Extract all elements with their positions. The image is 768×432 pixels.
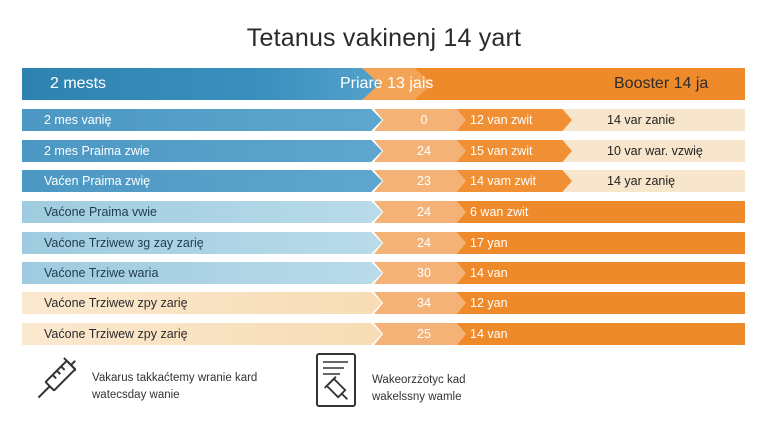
header-col2: Priare 13 jais	[340, 75, 434, 92]
table-row: Vaćone Trziwe waria 30 14 van	[22, 262, 745, 284]
row-left-band	[22, 232, 382, 254]
row-left-band	[22, 170, 382, 192]
document-syringe-icon	[316, 353, 356, 407]
footer-right	[314, 352, 360, 415]
row-number: 34	[417, 296, 431, 310]
row-number: 30	[417, 266, 431, 280]
row-mid-arrow	[374, 201, 466, 223]
row-right-arrow	[452, 109, 572, 131]
row-label: Vaćen Praima zwię	[44, 174, 151, 188]
row-mid-arrow	[374, 292, 466, 314]
row-right-arrow	[452, 292, 572, 314]
row-label: 2 mes vanię	[44, 113, 112, 127]
row-right-arrow	[452, 201, 572, 223]
footer-right-text: Wakeorzżotyc kad wakelssny wamle	[372, 372, 466, 406]
footer-right-line1: Wakeorzżotyc kad	[372, 374, 466, 386]
row-right-arrow	[452, 170, 572, 192]
row-left-band	[22, 292, 382, 314]
row-interval: 14 van	[470, 327, 508, 341]
row-number: 23	[417, 174, 431, 188]
page-title: Tetanus vakinenj 14 yart	[246, 24, 522, 52]
row-interval: 17 yan	[470, 236, 508, 250]
row-interval: 12 van zwit	[470, 113, 533, 127]
row-left-band	[22, 140, 382, 162]
table-row: Vaćen Praima zwię 23 14 vam zwit 14 yar zan…	[22, 170, 745, 192]
row-number: 24	[417, 236, 431, 250]
row-mid-arrow	[374, 232, 466, 254]
syringe-icon	[37, 357, 79, 399]
footer-left-text: Vakarus takkaćtemy wranie kard watecsday…	[92, 370, 257, 404]
table-row: 2 mes vanię 0 12 van zwit 14 var zanie	[22, 109, 745, 131]
row-right-arrow	[452, 262, 572, 284]
table-row: Vaćone Trziwew zpy zarię 34 12 yan	[22, 292, 745, 314]
table-row: Vaćone Trziwew zpy zarię 25 14 van	[22, 323, 745, 345]
row-booster: 14 var zanie	[607, 113, 676, 127]
row-label: Vaćone Praima vwie	[44, 205, 158, 219]
row-number: 24	[417, 144, 431, 158]
row-booster: 10 var war. vzwię	[607, 144, 703, 158]
header-col3: Booster 14 ja	[614, 75, 709, 92]
row-label: Vaćone Trziwe waria	[44, 266, 159, 280]
header-col1: 2 mests	[50, 75, 107, 92]
row-interval: 15 van zwit	[470, 144, 533, 158]
footer-left	[32, 352, 79, 417]
row-booster: 14 yar zanię	[607, 174, 676, 188]
row-left-band	[22, 109, 382, 131]
table-header: 2 mests Priare 13 jais Booster 14 ja	[22, 68, 745, 100]
row-label: Vaćone Trziwew zpy zarię	[44, 327, 188, 341]
row-label: Vaćone Trziwew зg zay zarię	[44, 236, 204, 250]
row-left-band	[22, 201, 382, 223]
row-interval: 6 wan zwit	[470, 205, 529, 219]
row-label: Vaćone Trziwew zpy zarię	[44, 296, 188, 310]
footer-left-line2: watecsday wanie	[92, 389, 180, 401]
row-interval: 14 vam zwit	[470, 174, 536, 188]
row-label: 2 mes Praima zwie	[44, 144, 150, 158]
row-mid-arrow	[374, 140, 466, 162]
row-left-band	[22, 323, 382, 345]
row-mid-arrow	[374, 170, 466, 192]
row-interval: 12 yan	[470, 296, 508, 310]
table-row: 2 mes Praima zwie 24 15 van zwit 10 var war…	[22, 140, 745, 162]
row-mid-arrow	[374, 262, 466, 284]
row-left-band	[22, 262, 382, 284]
row-number: 25	[417, 327, 431, 341]
table-row: Vaćone Trziwew зg zay zarię 24 17 yan	[22, 232, 745, 254]
header-blue-band	[22, 68, 414, 100]
row-interval: 14 van	[470, 266, 508, 280]
row-number: 0	[420, 113, 428, 127]
footer-left-line1: Vakarus takkaćtemy wranie kard	[92, 372, 258, 384]
row-right-arrow	[452, 232, 572, 254]
row-right-arrow	[452, 323, 572, 345]
footer-right-line2: wakelssny wamle	[372, 391, 462, 403]
row-mid-arrow	[374, 323, 466, 345]
row-number: 24	[417, 205, 431, 219]
row-right-arrow	[452, 140, 572, 162]
header-orange-band	[400, 68, 745, 100]
table-row: Vaćone Praima vwie 24 6 wan zwit	[22, 201, 745, 223]
row-mid-arrow	[374, 109, 466, 131]
